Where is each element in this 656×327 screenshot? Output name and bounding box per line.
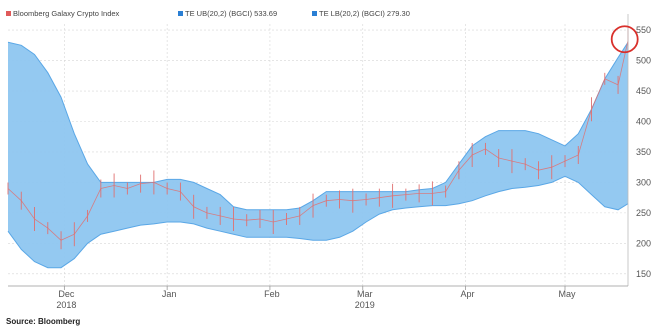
x-tick-label-apr: Apr — [461, 289, 475, 299]
y-tick-label-350: 350 — [636, 147, 651, 157]
legend-swatch-lower-band — [312, 11, 317, 16]
price-series — [7, 28, 629, 250]
legend-swatch-upper-band — [178, 11, 183, 16]
x-tick-label-mar: Mar — [357, 289, 373, 299]
legend-label-lower-band: TE LB(20,2) (BGCI) 279.30 — [319, 9, 410, 18]
x-tick-label-jan: Jan — [162, 289, 177, 299]
price-line — [7, 40, 629, 241]
y-tick-label-200: 200 — [636, 238, 651, 248]
y-tick-label-450: 450 — [636, 86, 651, 96]
annotation-circle — [610, 25, 639, 54]
y-tick-label-150: 150 — [636, 269, 651, 279]
y-tick-label-550: 550 — [636, 25, 651, 35]
x-tick-label-dec: Dec — [58, 289, 75, 299]
legend-label-upper-band: TE UB(20,2) (BGCI) 533.69 — [185, 9, 277, 18]
y-tick-label-500: 500 — [636, 56, 651, 66]
x-tick-label-may: May — [558, 289, 576, 299]
y-tick-label-300: 300 — [636, 177, 651, 187]
legend-label-index: Bloomberg Galaxy Crypto Index — [13, 9, 120, 18]
lower-band-line — [7, 175, 629, 269]
x-tick-label-feb: Feb — [264, 289, 280, 299]
y-tick-label-400: 400 — [636, 116, 651, 126]
band-fill — [8, 42, 628, 268]
x-tick-sublabel-dec: 2018 — [56, 300, 76, 310]
y-tick-label-250: 250 — [636, 208, 651, 218]
chart-legend: Bloomberg Galaxy Crypto Index TE UB(20,2… — [6, 9, 410, 18]
legend-swatch-index — [6, 11, 11, 16]
upper-band-line — [7, 41, 629, 211]
x-tick-sublabel-mar: 2019 — [355, 300, 375, 310]
bollinger-band — [7, 41, 629, 269]
y-axis: 150 200 250 300 350 400 450 500 550 — [627, 14, 651, 286]
source-label: Source: Bloomberg — [6, 317, 80, 326]
highlight-annotation — [610, 25, 639, 54]
